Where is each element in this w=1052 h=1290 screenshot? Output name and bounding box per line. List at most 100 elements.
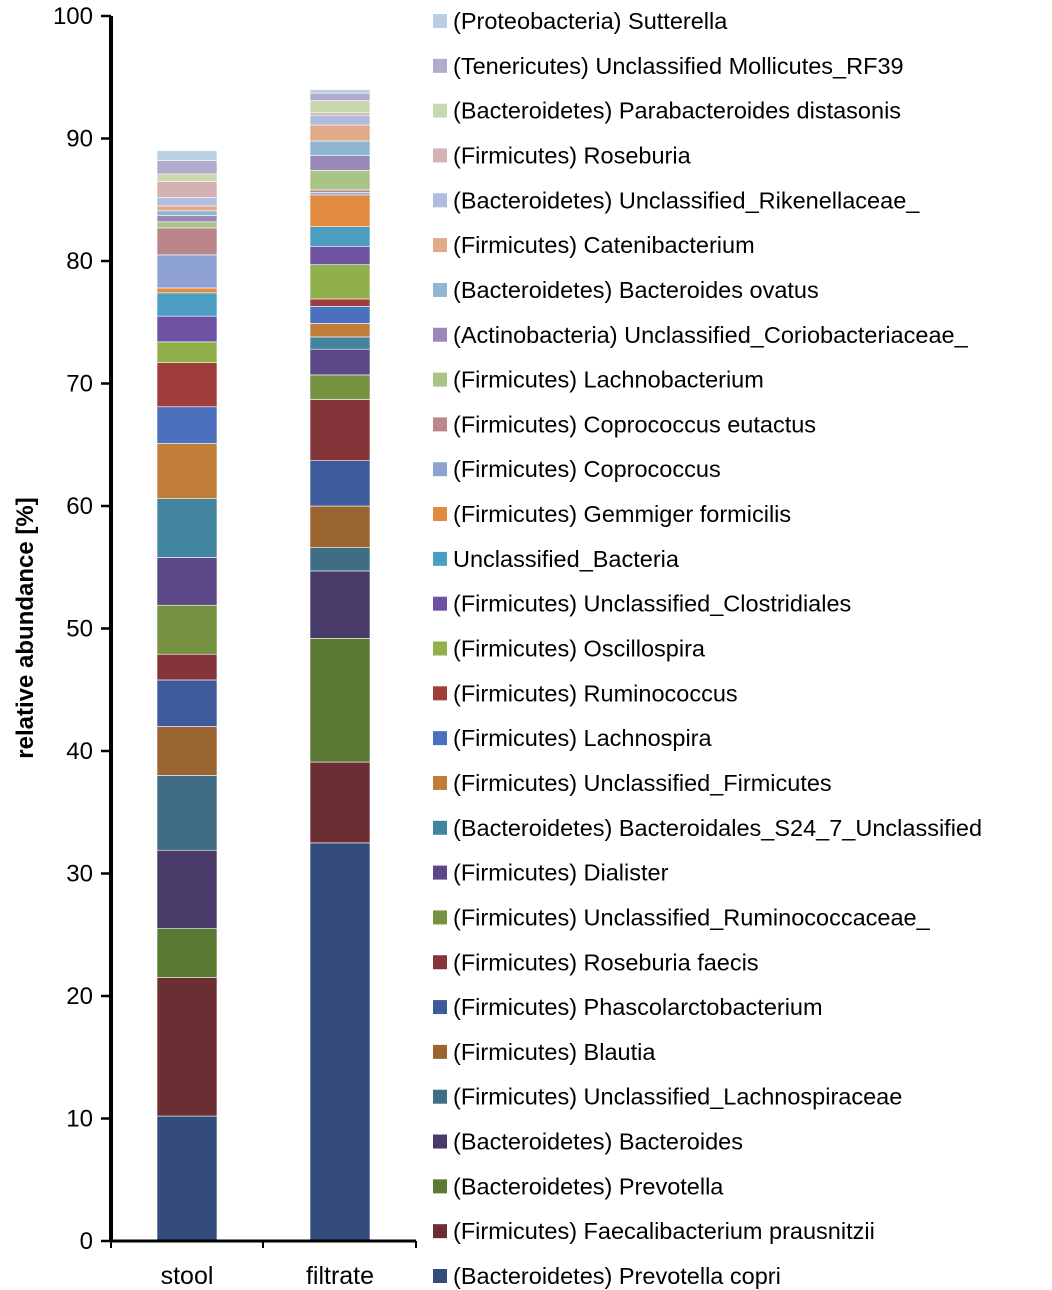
- bar-segment: [309, 140, 371, 156]
- legend-label: (Firmicutes) Unclassified_Clostridiales: [453, 591, 851, 617]
- legend-label: (Firmicutes) Coprococcus eutactus: [453, 411, 816, 437]
- legend-item: (Bacteroidetes) Bacteroidales_S24_7_Uncl…: [433, 815, 982, 841]
- legend-swatch: [433, 148, 447, 163]
- bar-segment: [156, 221, 218, 229]
- bar-segment: [156, 160, 218, 175]
- legend-item: (Bacteroidetes) Prevotella: [433, 1173, 724, 1199]
- x-category-label: stool: [161, 1262, 214, 1290]
- legend-item: (Firmicutes) Coprococcus eutactus: [433, 411, 816, 437]
- bar-segment: [156, 406, 218, 444]
- legend-item: (Firmicutes) Faecalibacterium prausnitzi…: [433, 1218, 875, 1244]
- legend-item: (Firmicutes) Unclassified_Lachnospiracea…: [433, 1084, 902, 1110]
- legend: (Proteobacteria) Sutterella (Tenericutes)…: [433, 8, 982, 1289]
- bar-segment: [156, 315, 218, 343]
- legend-label: (Firmicutes) Blautia: [453, 1039, 656, 1065]
- bar-segment: [309, 89, 371, 94]
- bar-segment: [156, 604, 218, 655]
- y-tick-label: 10: [66, 1106, 93, 1133]
- bar-segment: [309, 264, 371, 300]
- y-tick-label: 70: [66, 371, 93, 398]
- legend-item: (Firmicutes) Coprococcus: [433, 456, 721, 482]
- legend-item: (Firmicutes) Ruminococcus: [433, 680, 738, 706]
- bar-segment: [309, 348, 371, 376]
- bar-segment: [156, 653, 218, 681]
- bar-segment: [156, 849, 218, 929]
- legend-item: (Firmicutes) Lachnospira: [433, 725, 713, 751]
- legend-swatch: [433, 551, 447, 566]
- bar-segment: [309, 100, 371, 114]
- legend-label: (Firmicutes) Phascolarctobacterium: [453, 994, 823, 1020]
- bar-segment: [309, 194, 371, 228]
- bar-segment: [156, 210, 218, 216]
- bar-segment: [309, 92, 371, 101]
- legend-swatch: [433, 1179, 447, 1194]
- legend-swatch: [433, 1134, 447, 1149]
- legend-swatch: [433, 507, 447, 522]
- legend-label: (Bacteroidetes) Bacteroides ovatus: [453, 277, 819, 303]
- legend-label: (Firmicutes) Lachnobacterium: [453, 367, 764, 393]
- legend-item: (Firmicutes) Unclassified_Clostridiales: [433, 591, 851, 617]
- legend-swatch: [433, 820, 447, 835]
- legend-label: Unclassified_Bacteria: [453, 546, 680, 572]
- legend-item: (Firmicutes) Gemmiger formicilis: [433, 501, 791, 527]
- legend-swatch: [433, 103, 447, 118]
- legend-item: (Bacteroidetes) Parabacteroides distason…: [433, 98, 901, 124]
- legend-swatch: [433, 417, 447, 432]
- legend-swatch: [433, 462, 447, 477]
- legend-label: (Firmicutes) Roseburia faecis: [453, 949, 759, 975]
- bar-segment: [156, 928, 218, 978]
- legend-item: (Firmicutes) Oscillospira: [433, 636, 706, 662]
- legend-swatch: [433, 910, 447, 925]
- legend-swatch: [433, 731, 447, 746]
- bar-segment: [309, 460, 371, 507]
- bar-segment: [156, 1115, 218, 1242]
- bar-segment: [309, 374, 371, 400]
- bar-segment: [309, 189, 371, 193]
- legend-swatch: [433, 641, 447, 656]
- bar-segment: [309, 112, 371, 116]
- legend-swatch: [433, 1044, 447, 1059]
- legend-swatch: [433, 1000, 447, 1015]
- y-tick-label: 50: [66, 616, 93, 643]
- legend-item: (Tenericutes) Unclassified Mollicutes_RF…: [433, 53, 904, 79]
- y-tick-label: 100: [53, 3, 93, 30]
- bar-stacks: [156, 89, 371, 1242]
- bar-segment: [309, 124, 371, 142]
- bar-segment: [156, 498, 218, 558]
- bar-segment: [156, 205, 218, 212]
- bar-segment: [156, 181, 218, 198]
- legend-label: (Firmicutes) Lachnospira: [453, 725, 713, 751]
- bar-segment: [309, 306, 371, 324]
- legend-label: (Firmicutes) Gemmiger formicilis: [453, 501, 791, 527]
- legend-item: Unclassified_Bacteria: [433, 546, 680, 572]
- legend-label: (Firmicutes) Unclassified_Lachnospiracea…: [453, 1084, 902, 1110]
- bar-segment: [156, 679, 218, 727]
- legend-label: (Bacteroidetes) Prevotella: [453, 1173, 724, 1199]
- bar-segment: [309, 155, 371, 171]
- legend-item: (Bacteroidetes) Prevotella copri: [433, 1263, 781, 1289]
- legend-label: (Firmicutes) Coprococcus: [453, 456, 721, 482]
- bar-segment: [309, 114, 371, 126]
- legend-label: (Firmicutes) Dialister: [453, 860, 669, 886]
- legend-swatch: [433, 193, 447, 208]
- bar-segment: [309, 226, 371, 247]
- legend-item: (Firmicutes) Lachnobacterium: [433, 367, 764, 393]
- legend-item: (Bacteroidetes) Bacteroides ovatus: [433, 277, 819, 303]
- x-category-label: filtrate: [306, 1262, 374, 1290]
- bar-segment: [156, 197, 218, 207]
- legend-item: (Firmicutes) Roseburia faecis: [433, 949, 759, 975]
- bar-segment: [156, 726, 218, 776]
- bar-segment: [156, 557, 218, 606]
- legend-swatch: [433, 596, 447, 611]
- legend-label: (Bacteroidetes) Parabacteroides distason…: [453, 98, 901, 124]
- legend-label: (Bacteroidetes) Unclassified_Rikenellace…: [453, 187, 920, 213]
- bar-segment: [156, 287, 218, 294]
- legend-item: (Firmicutes) Blautia: [433, 1039, 656, 1065]
- legend-label: (Actinobacteria) Unclassified_Coriobacte…: [453, 322, 969, 348]
- y-tick-label: 40: [66, 738, 93, 765]
- legend-swatch: [433, 282, 447, 297]
- legend-swatch: [433, 955, 447, 970]
- legend-item: (Bacteroidetes) Unclassified_Rikenellace…: [433, 187, 920, 213]
- bar-segment: [156, 173, 218, 182]
